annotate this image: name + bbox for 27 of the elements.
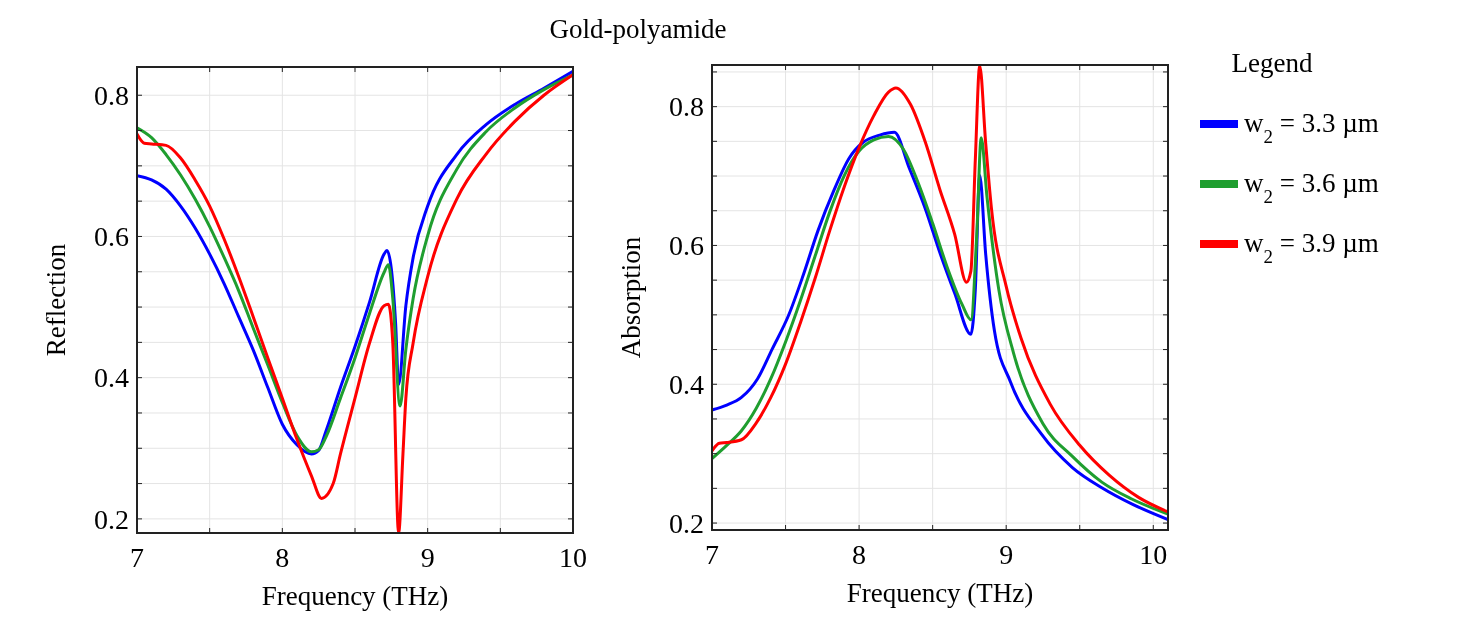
x-tick-label: 8 [275, 542, 290, 573]
y-tick-label: 0.6 [94, 221, 129, 253]
x-tick-label: 10 [559, 542, 587, 573]
x-tick-label: 7 [705, 539, 719, 570]
y-axis-title: Absorption [616, 236, 646, 359]
y-tick-label: 0.8 [94, 80, 129, 112]
x-axis-title: Frequency (THz) [261, 581, 449, 611]
legend-title: Legend [1231, 48, 1313, 78]
y-tick-label: 0.6 [669, 230, 704, 262]
y-tick-label: 0.4 [669, 369, 704, 401]
x-tick-label: 8 [852, 539, 867, 570]
x-tick-label: 9 [420, 542, 435, 573]
line-series [137, 73, 573, 533]
y-tick-label: 0.4 [94, 362, 129, 394]
y-tick-label: 0.2 [94, 503, 129, 535]
legend-label: w$_{2}$ = 3.3 µm [1244, 108, 1379, 147]
x-tick-label: 7 [130, 542, 144, 573]
y-tick-label: 0.8 [669, 91, 704, 123]
line-series [712, 65, 1168, 514]
y-tick-label: 0.2 [669, 507, 704, 539]
x-axis-title: Frequency (THz) [846, 578, 1034, 608]
x-tick-label: 9 [999, 539, 1014, 570]
text: Gold-polyamide [549, 14, 727, 44]
y-axis-title: Reflection [41, 243, 71, 357]
x-tick-label: 10 [1139, 539, 1168, 570]
legend-label: w$_{2}$ = 3.6 µm [1244, 168, 1379, 207]
legend-label: w$_{2}$ = 3.9 µm [1244, 228, 1379, 267]
